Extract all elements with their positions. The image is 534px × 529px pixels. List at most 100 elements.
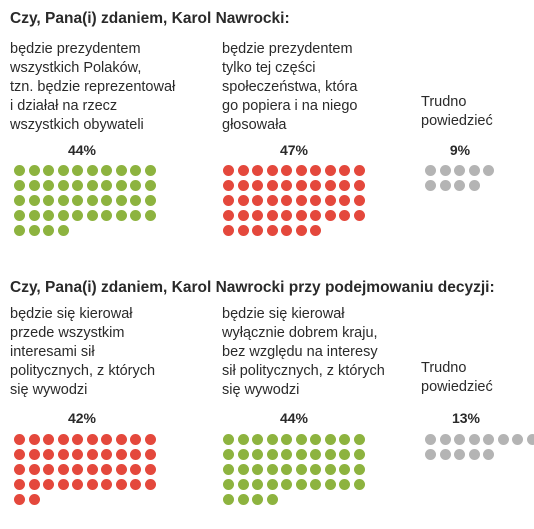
chart1-waffle-1-dot <box>115 210 127 221</box>
chart2-waffle-1-dot <box>115 479 127 490</box>
chart2-waffle-2-dot <box>237 464 249 475</box>
chart2-waffle-1-dot <box>43 449 54 460</box>
chart2-waffle-2-dot <box>266 434 278 445</box>
chart2-waffle-1-dot <box>28 479 40 490</box>
chart1-waffle-2-dot <box>266 210 278 221</box>
chart2-waffle-3-dot <box>512 434 523 445</box>
chart1-waffle-2-dot <box>324 210 336 221</box>
chart2-waffle-1-dot <box>14 494 25 505</box>
chart1-waffle-2-dot <box>281 180 292 191</box>
chart2-waffle-2-dot <box>223 434 234 445</box>
chart2-waffle-1-dot <box>72 464 83 475</box>
chart2-waffle-2-dot <box>339 479 350 490</box>
chart2-waffle-2-dot <box>252 434 263 445</box>
chart2-waffle-1-dot <box>86 479 98 490</box>
chart1-waffle-2-dot <box>237 225 249 236</box>
chart1-waffle-1-dot <box>72 180 83 191</box>
chart2-waffle-2-dot <box>237 434 249 445</box>
chart2-waffle-1-dot <box>86 449 98 460</box>
chart1-waffle-1-dot <box>57 210 69 221</box>
chart2-waffle-2-dot <box>324 449 336 460</box>
chart2-value-2-label: 44% <box>279 410 309 426</box>
chart2-waffle-3 <box>425 434 534 460</box>
chart1-waffle-1-dot <box>43 225 54 236</box>
chart1-waffle-1-dot <box>115 195 127 206</box>
chart1-waffle-2-dot <box>281 210 292 221</box>
chart2-waffle-3-dot <box>439 449 451 460</box>
chart2-waffle-1-dot <box>57 434 69 445</box>
chart1-waffle-2-dot <box>252 195 263 206</box>
chart1-category-3-label: Trudno powiedzieć <box>421 94 493 129</box>
chart1-waffle-2-dot <box>252 210 263 221</box>
chart1-value-3-label: 9% <box>449 142 471 158</box>
chart1-waffle-1-dot <box>86 210 98 221</box>
chart1-waffle-1-dot <box>130 165 141 176</box>
chart1-waffle-1-dot <box>72 195 83 206</box>
chart2-category-3-label: Trudno powiedzieć <box>421 360 493 395</box>
chart2-waffle-2 <box>223 434 365 505</box>
chart2-waffle-2-dot <box>295 479 307 490</box>
chart2-waffle-1-dot <box>57 449 69 460</box>
chart2-category-2-label: będzie się kierował wyłącznie dobrem kra… <box>222 306 385 398</box>
chart2-waffle-2-dot <box>237 449 249 460</box>
chart1-waffle-3-dot <box>425 165 436 176</box>
chart1-waffle-1-dot <box>43 180 54 191</box>
chart1-waffle-2-dot <box>237 195 249 206</box>
chart1-waffle-2-dot <box>353 180 365 191</box>
chart1-waffle-3-dot <box>468 180 480 191</box>
chart1-waffle-1 <box>14 165 156 236</box>
chart2-waffle-1-dot <box>43 464 54 475</box>
chart2-waffle-2-dot <box>252 479 263 490</box>
chart1-waffle-2-dot <box>324 165 336 176</box>
chart2-waffle-1-dot <box>14 464 25 475</box>
chart1-waffle-1-dot <box>86 180 98 191</box>
chart2-waffle-1-dot <box>28 494 40 505</box>
chart2-category-1-label: będzie się kierował przede wszystkim int… <box>10 306 156 398</box>
chart2-waffle-2-dot <box>324 434 336 445</box>
chart2-waffle-3-dot <box>454 449 465 460</box>
chart2-waffle-3-dot <box>425 449 436 460</box>
chart1-waffle-2-dot <box>339 165 350 176</box>
chart2-value-1-label: 42% <box>67 410 97 426</box>
chart2-waffle-1-dot <box>101 434 112 445</box>
chart1-waffle-2-dot <box>266 180 278 191</box>
chart2-waffle-1-dot <box>130 449 141 460</box>
chart1-waffle-2-dot <box>237 210 249 221</box>
chart2-waffle-1-dot <box>86 464 98 475</box>
chart2-waffle-2-dot <box>266 464 278 475</box>
chart1-waffle-1-dot <box>144 195 156 206</box>
chart2-waffle-2-dot <box>223 479 234 490</box>
chart1-waffle-1-dot <box>130 180 141 191</box>
chart1-waffle-1-dot <box>86 165 98 176</box>
chart1-waffle-1-dot <box>14 195 25 206</box>
chart2-waffle-1-dot <box>101 464 112 475</box>
chart2-waffle-1-dot <box>115 464 127 475</box>
chart2-waffle-2-dot <box>281 434 292 445</box>
chart2-waffle-1-dot <box>101 479 112 490</box>
chart2-waffle-2-dot <box>339 434 350 445</box>
chart2-waffle-1-dot <box>101 449 112 460</box>
chart2-waffle-2-dot <box>295 449 307 460</box>
chart2-waffle-3-dot <box>425 434 436 445</box>
chart2-waffle-2-dot <box>310 464 321 475</box>
chart2-waffle-1-dot <box>144 434 156 445</box>
chart1-waffle-1-dot <box>72 210 83 221</box>
chart1-waffle-1-dot <box>28 180 40 191</box>
chart2-waffle-2-dot <box>252 494 263 505</box>
chart1-waffle-1-dot <box>28 210 40 221</box>
chart1-waffle-1-dot <box>14 225 25 236</box>
chart1-waffle-1-dot <box>101 195 112 206</box>
chart2-waffle-2-dot <box>310 434 321 445</box>
chart2-waffle-1-dot <box>115 449 127 460</box>
chart2-waffle-1-dot <box>86 434 98 445</box>
chart2-waffle-2-dot <box>295 464 307 475</box>
chart2-waffle-1-dot <box>144 464 156 475</box>
chart1-waffle-1-dot <box>130 210 141 221</box>
chart2-waffle-2-dot <box>310 449 321 460</box>
chart2-waffle-3-dot <box>497 434 509 445</box>
chart1-waffle-2-dot <box>223 195 234 206</box>
chart1-waffle-2-dot <box>281 195 292 206</box>
chart1-waffle-1-dot <box>14 180 25 191</box>
chart1-waffle-3-dot <box>439 165 451 176</box>
chart2-waffle-2-dot <box>281 479 292 490</box>
